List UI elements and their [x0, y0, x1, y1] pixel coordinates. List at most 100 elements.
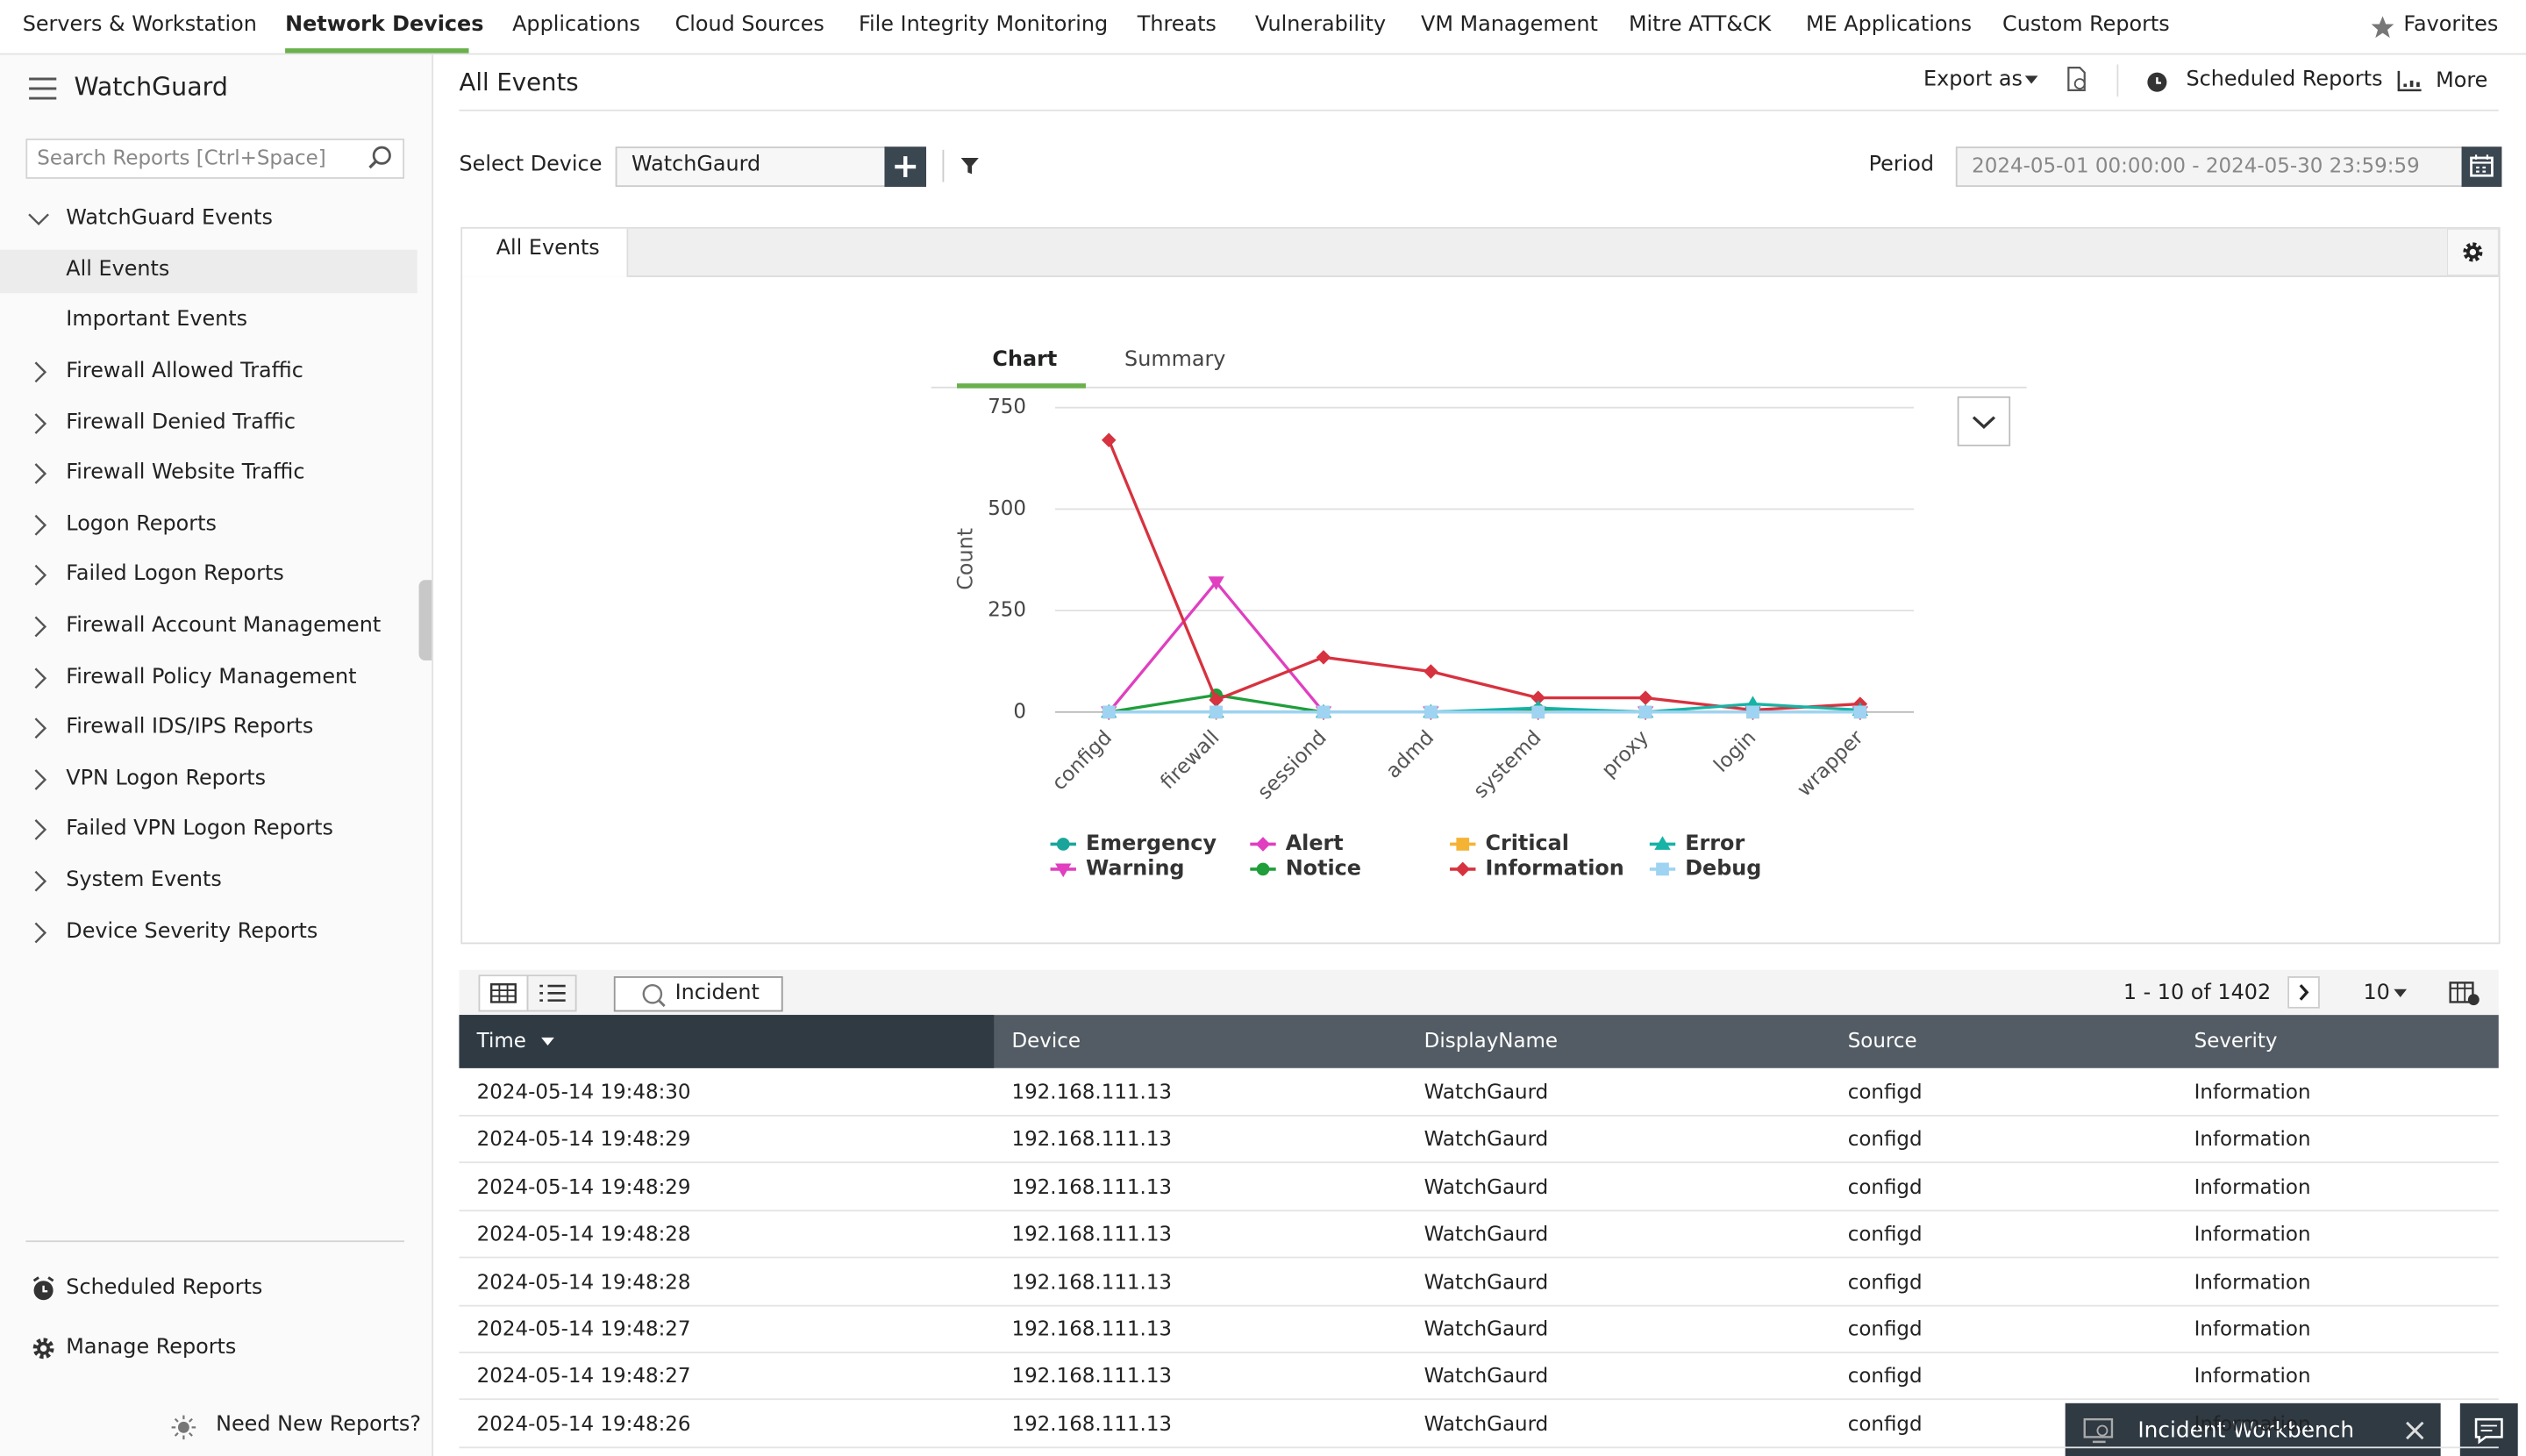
- nav-item[interactable]: Servers & Workstation: [22, 12, 257, 38]
- workbench-label: Incident Workbench: [2137, 1417, 2355, 1444]
- group-title[interactable]: WatchGuard Events: [66, 206, 273, 231]
- favorites[interactable]: Favorites: [2403, 12, 2499, 38]
- next-page[interactable]: [2287, 976, 2320, 1009]
- legend-marker: [1455, 861, 1471, 877]
- chevron-right[interactable]: [32, 667, 48, 689]
- chevron-right[interactable]: [32, 616, 48, 639]
- need-new-reports[interactable]: Need New Reports?: [216, 1412, 422, 1438]
- nav-item[interactable]: Threats: [1137, 12, 1217, 38]
- column-header[interactable]: Device: [1011, 1027, 1081, 1053]
- collapse-handle[interactable]: [418, 580, 432, 661]
- nav-item[interactable]: VM Management: [1421, 12, 1598, 38]
- table-cell: WatchGaurd: [1424, 1174, 1549, 1199]
- nav-item[interactable]: Custom Reports: [2002, 12, 2170, 38]
- export-button[interactable]: Export as: [1923, 68, 2023, 92]
- view-toggle[interactable]: [478, 974, 579, 1012]
- legend-marker: [1055, 863, 1072, 878]
- table-cell: 2024-05-14 19:48:29: [476, 1174, 691, 1199]
- legend-marker: [1056, 838, 1070, 851]
- table-cell: Information: [2194, 1126, 2311, 1152]
- sidebar-item[interactable]: Firewall Denied Traffic: [66, 410, 296, 435]
- period-field[interactable]: [1955, 146, 2465, 188]
- chart-menu-button[interactable]: [1957, 396, 2011, 446]
- sidebar-item[interactable]: Failed VPN Logon Reports: [66, 817, 333, 842]
- sidebar-item[interactable]: Important Events: [66, 307, 248, 332]
- chevron-right[interactable]: [32, 921, 48, 944]
- menu-icon[interactable]: [29, 77, 58, 100]
- data-point: [1638, 690, 1653, 705]
- sidebar-item[interactable]: Firewall Allowed Traffic: [66, 359, 303, 384]
- sidebar-item[interactable]: System Events: [66, 868, 222, 893]
- nav-item[interactable]: Mitre ATT&CK: [1628, 12, 1772, 38]
- column-chooser[interactable]: [2449, 980, 2481, 1007]
- chat-button[interactable]: [2459, 1402, 2518, 1456]
- sort-icon[interactable]: [539, 1036, 555, 1049]
- filter-icon[interactable]: [960, 156, 980, 175]
- footer-link[interactable]: Scheduled Reports: [66, 1275, 263, 1301]
- close-button[interactable]: [2403, 1419, 2426, 1442]
- pdf-icon[interactable]: [2064, 66, 2089, 91]
- column-header[interactable]: Source: [1847, 1027, 1917, 1053]
- data-point: [1424, 664, 1438, 679]
- scheduled-reports-button[interactable]: Scheduled Reports: [2186, 68, 2383, 92]
- nav-item[interactable]: ME Applications: [1805, 12, 1973, 38]
- table-toolbar: [459, 969, 2499, 1016]
- nav-item[interactable]: File Integrity Monitoring: [858, 12, 1109, 38]
- sidebar-item[interactable]: Firewall IDS/IPS Reports: [66, 715, 314, 740]
- legend-label: Information: [1485, 855, 1623, 880]
- column-header[interactable]: Severity: [2194, 1027, 2278, 1053]
- chevron-right[interactable]: [32, 514, 48, 537]
- add-device-button[interactable]: [884, 146, 927, 188]
- search-icon[interactable]: [367, 145, 393, 170]
- sidebar-item[interactable]: All Events: [66, 257, 170, 282]
- sidebar-item[interactable]: Device Severity Reports: [66, 919, 318, 944]
- chevron-right[interactable]: [32, 360, 48, 383]
- chevron-right[interactable]: [32, 717, 48, 740]
- incident-button[interactable]: [613, 976, 783, 1012]
- report-panel: [460, 226, 2501, 945]
- chevron-right[interactable]: [32, 819, 48, 842]
- nav-item[interactable]: Network Devices: [285, 12, 484, 38]
- column-header[interactable]: Time: [476, 1027, 526, 1053]
- sidebar-item[interactable]: Firewall Account Management: [66, 613, 382, 639]
- settings-button[interactable]: [2447, 228, 2499, 276]
- nav-item[interactable]: Applications: [512, 12, 640, 38]
- sidebar-item[interactable]: Firewall Website Traffic: [66, 460, 305, 486]
- table-cell: 192.168.111.13: [1011, 1363, 1173, 1388]
- chevron-down[interactable]: [27, 211, 50, 227]
- table-cell: Information: [2194, 1079, 2311, 1104]
- table-cell: 2024-05-14 19:48:27: [476, 1316, 691, 1341]
- panel-tab[interactable]: [462, 228, 629, 277]
- sidebar-item[interactable]: Firewall Policy Management: [66, 664, 357, 689]
- page-size[interactable]: 10: [2363, 981, 2390, 1006]
- footer-link[interactable]: Manage Reports: [66, 1335, 237, 1360]
- separator: [2116, 64, 2119, 97]
- table-cell: WatchGaurd: [1424, 1221, 1549, 1246]
- data-point: [1209, 705, 1223, 719]
- sidebar-item[interactable]: Failed Logon Reports: [66, 562, 284, 588]
- chevron-right[interactable]: [32, 768, 48, 791]
- legend-label: Error: [1685, 831, 1745, 855]
- chevron-right[interactable]: [32, 870, 48, 893]
- x-tick-label: firewall: [1156, 726, 1224, 794]
- nav-item[interactable]: Cloud Sources: [674, 12, 824, 38]
- legend-marker: [1456, 838, 1470, 851]
- gear-icon: [32, 1338, 54, 1360]
- device-select[interactable]: [615, 146, 888, 188]
- search-box[interactable]: [25, 138, 405, 179]
- view-tab[interactable]: Chart: [992, 347, 1058, 373]
- chevron-right[interactable]: [32, 462, 48, 485]
- calendar-button[interactable]: [2461, 146, 2502, 188]
- nav-item[interactable]: Vulnerability: [1254, 12, 1387, 38]
- sidebar-item[interactable]: VPN Logon Reports: [66, 766, 267, 791]
- chevron-right[interactable]: [32, 565, 48, 588]
- row-divider: [459, 1162, 2499, 1164]
- sidebar-item[interactable]: Logon Reports: [66, 511, 217, 537]
- chevron: [34, 819, 47, 841]
- more-button[interactable]: More: [2436, 68, 2488, 94]
- chevron: [34, 514, 47, 536]
- chevron-right[interactable]: [32, 411, 48, 434]
- chevron: [34, 565, 47, 587]
- view-tab[interactable]: Summary: [1124, 347, 1226, 373]
- column-header[interactable]: DisplayName: [1424, 1027, 1559, 1053]
